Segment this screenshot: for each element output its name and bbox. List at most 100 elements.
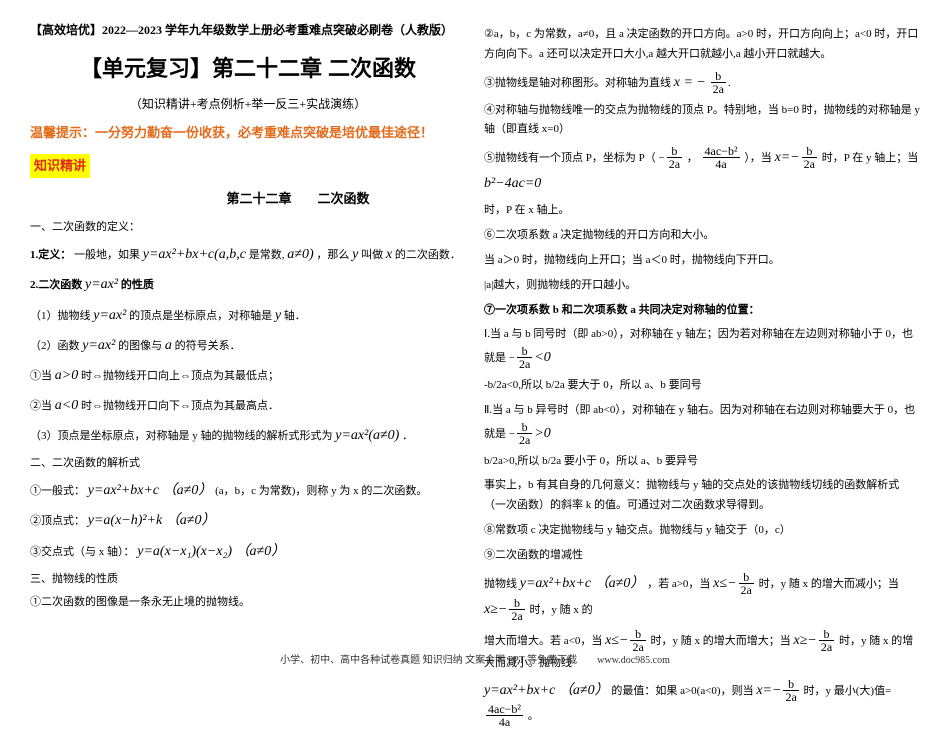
page-footer: 小学、初中、高中各种试卷真题 知识归纳 文案合同 PPT 等免费下载 www.d…: [0, 651, 950, 666]
t: ①当: [30, 370, 52, 382]
fr: 4ac−b²4a: [486, 703, 523, 728]
t: （3）顶点是坐标原点，对称轴是 y 轴的抛物线的解析式形式为: [30, 430, 333, 442]
t: 时⇔抛物线开口向下⇔顶点为其最高点．: [81, 400, 279, 412]
d: 4a: [703, 158, 740, 170]
n: b: [711, 70, 726, 83]
document-header: 【高效培优】2022—2023 学年九年级数学上册必考重难点突破必刷卷（人教版）: [30, 20, 466, 40]
c: a<0: [55, 398, 78, 413]
r14: 事实上，b 有其自身的几何意义：抛物线与 y 轴的交点处的该抛物线切线的函数解析…: [484, 476, 920, 516]
t: 。: [528, 710, 539, 722]
n: b: [509, 597, 524, 610]
t: ⑤抛物线有一个顶点 P，坐标为 P（: [484, 152, 656, 164]
t: （1）抛物线: [30, 310, 91, 322]
fr: b2a: [630, 628, 645, 653]
ineq: x≥−: [794, 633, 817, 648]
t: ①一般式：: [30, 485, 85, 497]
d: 4a: [486, 716, 523, 728]
formula-general: y=ax²+bx+c(a,b,c: [143, 247, 246, 262]
t: 时，y 随 x 的增大而减小；当: [759, 578, 899, 590]
sec3-heading: 三、抛物线的性质: [30, 570, 466, 589]
t: 一般地，如果: [74, 249, 140, 261]
ineq1: x≤−: [713, 576, 736, 591]
s: <0: [534, 350, 550, 365]
frac-axis: b 2a: [711, 70, 726, 95]
main-title: 【单元复习】第二十二章 二次函数: [30, 50, 466, 87]
f: y=ax²: [93, 308, 126, 323]
subtitle: （知识精讲+考点例析+举一反三+实战演练）: [30, 94, 466, 114]
t: 叫做: [361, 249, 383, 261]
t: ②当: [30, 400, 52, 412]
f: y=ax²+bx+c （a≠0）: [88, 483, 213, 498]
f1: b2a: [667, 145, 682, 170]
axis-formula: x = −: [674, 75, 706, 90]
t: 的二次函数．: [395, 249, 461, 261]
r17: 抛物线 y=ax²+bx+c （a≠0） ，若 a>0，当 x≤−b2a 时，y…: [484, 571, 920, 623]
r13: b/2a>0,所以 b/2a 要小于 0，所以 a、b 要异号: [484, 452, 920, 472]
d: 2a: [509, 610, 524, 622]
r7: 当 a＞0 时，抛物线向上开口；当 a＜0 时，抛物线向下开口。: [484, 251, 920, 271]
d: 2a: [802, 158, 817, 170]
n: b: [783, 678, 798, 691]
n: 4ac−b²: [486, 703, 523, 716]
t: 时⇔抛物线开口向上⇔顶点为其最低点；: [81, 370, 279, 382]
r8: |a|越大，则抛物线的开口越小。: [484, 276, 920, 296]
r9: ⑦一次项系数 b 和二次项系数 a 共同决定对称轴的位置：: [484, 301, 920, 321]
chapter-title: 第二十二章 二次函数: [130, 188, 466, 210]
left-column: 【高效培优】2022—2023 学年九年级数学上册必考重难点突破必刷卷（人教版）…: [30, 20, 466, 650]
a: a: [165, 338, 172, 353]
f: y=a(x−x₁)(x−x₂) （a≠0）: [137, 544, 285, 559]
prop-2-i: ①当 a>0 时⇔抛物线开口向上⇔顶点为其最低点；: [30, 363, 466, 388]
d: 2a: [711, 83, 726, 95]
fr: b2a: [509, 597, 524, 622]
form-vertex: ②顶点式： y=a(x−h)²+k （a≠0）: [30, 508, 466, 533]
prop-heading: 2.二次函数 y=ax² 的性质: [30, 272, 466, 297]
r19: y=ax²+bx+c （a≠0） 的最值：如果 a>0(a<0)，则当 x=−b…: [484, 678, 920, 729]
f: y=ax²+bx+c （a≠0）: [484, 683, 609, 698]
r15: ⑧常数项 c 决定抛物线与 y 轴交点。抛物线与 y 轴交于（0，c）: [484, 521, 920, 541]
section-tag: 知识精讲: [30, 154, 90, 178]
prop-1: （1）抛物线 y=ax² 的顶点是坐标原点，对称轴是 y 轴．: [30, 303, 466, 328]
t: 轴．: [284, 310, 306, 322]
disc: b²−4ac=0: [484, 176, 541, 191]
t: ②顶点式：: [30, 515, 85, 527]
y: y: [352, 247, 358, 262]
ineq2: x≥−: [484, 602, 507, 617]
r4: ⑤抛物线有一个顶点 P，坐标为 P（ −b2a ， 4ac−b²4a ），当 x…: [484, 145, 920, 196]
fr: b2a: [819, 628, 834, 653]
n: b: [819, 628, 834, 641]
t: 的最值：如果 a>0(a<0)，则当: [611, 685, 753, 697]
r12: Ⅱ.当 a 与 b 异号时（即 ab<0），对称轴在 y 轴右。因为对称轴在右边…: [484, 401, 920, 447]
d: 2a: [517, 358, 532, 370]
f: y=ax²: [82, 338, 115, 353]
d: 2a: [667, 158, 682, 170]
page-container: 【高效培优】2022—2023 学年九年级数学上册必考重难点突破必刷卷（人教版）…: [0, 0, 950, 660]
t: ），当: [744, 152, 772, 164]
f3: b2a: [802, 145, 817, 170]
def-label: 1.定义：: [30, 249, 71, 261]
t: 的性质: [121, 279, 154, 291]
f: b2a: [517, 421, 532, 446]
c: a>0: [55, 368, 78, 383]
n: b: [630, 628, 645, 641]
t: ，那么: [316, 249, 349, 261]
t: （2）函数: [30, 340, 80, 352]
r16: ⑨二次函数的增减性: [484, 546, 920, 566]
r2: ③抛物线是轴对称图形。对称轴为直线 x = − b 2a .: [484, 70, 920, 96]
r6: ⑥二次项系数 a 决定抛物线的开口方向和大小。: [484, 226, 920, 246]
sec1-heading: 一、二次函数的定义：: [30, 218, 466, 237]
t: (a，b，c 为常数)，则称 y 为 x 的二次函数。: [215, 485, 427, 497]
t: 时，P 在 y 轴上；当: [822, 152, 918, 164]
form-general: ①一般式： y=ax²+bx+c （a≠0） (a，b，c 为常数)，则称 y …: [30, 478, 466, 503]
t: ③交点式（与 x 轴）：: [30, 546, 135, 558]
r5: 时，P 在 x 轴上。: [484, 201, 920, 221]
right-column: ②a，b，c 为常数，a≠0，且 a 决定函数的开口方向。a>0 时，开口方向向…: [484, 20, 920, 650]
prop-3: （3）顶点是坐标原点，对称轴是 y 轴的抛物线的解析式形式为 y=ax²(a≠0…: [30, 423, 466, 448]
fr: b2a: [739, 571, 754, 596]
f2: 4ac−b²4a: [703, 145, 740, 170]
t: 的顶点是坐标原点，对称轴是: [129, 310, 272, 322]
n: b: [739, 571, 754, 584]
tip-line: 温馨提示：一分努力勤奋一份收获，必考重难点突破是培优最佳途径！: [30, 122, 466, 144]
r11: -b/2a<0,所以 b/2a 要大于 0，所以 a、b 要同号: [484, 376, 920, 396]
f: y=ax²(a≠0): [335, 428, 399, 443]
t: 是常数,: [249, 249, 285, 261]
